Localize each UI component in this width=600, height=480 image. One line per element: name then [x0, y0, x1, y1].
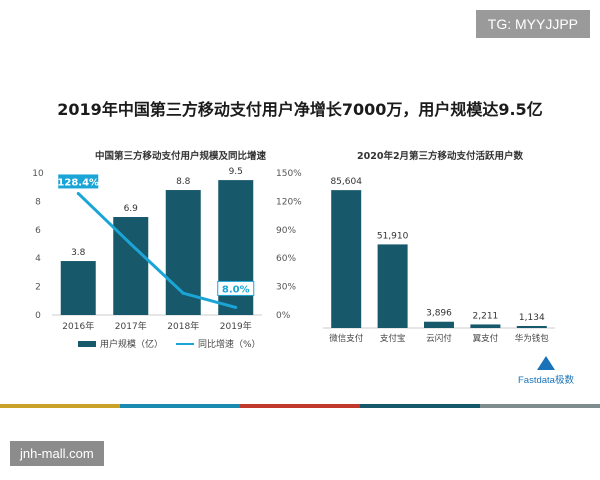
- left-x-tick-label: 2018年: [167, 320, 199, 332]
- legend-line-swatch: [176, 342, 194, 345]
- right-bar-value-label: 2,211: [473, 311, 499, 321]
- right-x-tick-label: 云闪付: [426, 333, 452, 344]
- right-chart-title: 2020年2月第三方移动支付活跃用户数: [357, 151, 524, 162]
- left-y-tick-label: 0: [35, 311, 41, 321]
- left-y-tick-label: 2: [35, 283, 41, 293]
- callout-label: 8.0%: [222, 284, 250, 295]
- right-x-tick-label: 微信支付: [329, 333, 364, 344]
- legend-line: 同比增速（%）: [176, 337, 261, 350]
- right-bar: [516, 326, 547, 328]
- legend-line-label: 同比增速（%）: [198, 340, 261, 350]
- right-y-tick-label: 120%: [276, 197, 302, 207]
- strip-segment-3: [240, 404, 360, 408]
- growth-rate-point: [129, 242, 133, 246]
- callout-box: [58, 174, 99, 189]
- right-x-tick-label: 翼支付: [473, 333, 499, 344]
- right-x-tick-label: 华为钱包: [515, 333, 550, 344]
- left-bar-value-label: 8.8: [176, 177, 191, 187]
- growth-rate-point: [234, 305, 238, 309]
- strip-segment-2: [120, 404, 240, 408]
- callout-label: 128.4%: [57, 177, 99, 188]
- right-bar-value-label: 3,896: [426, 309, 452, 319]
- legend-bar: 用户规模（亿）: [78, 337, 163, 350]
- left-y-tick-label: 4: [35, 254, 41, 264]
- brand-logo: Fastdata极数: [518, 356, 574, 386]
- right-bar: [424, 321, 454, 328]
- watermark-badge-bottom: jnh-mall.com: [10, 441, 104, 466]
- right-bar-value-label: 1,134: [519, 313, 545, 323]
- left-bar: [60, 261, 96, 315]
- left-x-tick-label: 2019年: [220, 320, 252, 332]
- left-x-tick-label: 2017年: [115, 320, 147, 332]
- watermark-badge-top: TG: MYYJJPP: [475, 10, 590, 38]
- left-bar-value-label: 3.8: [71, 248, 86, 258]
- left-y-tick-label: 8: [35, 197, 41, 207]
- left-chart-title: 中国第三方移动支付用户规模及同比增速: [95, 151, 267, 162]
- right-y-tick-label: 0%: [276, 311, 291, 321]
- callout-box: [217, 280, 255, 296]
- right-y-tick-label: 30%: [276, 283, 296, 293]
- strip-segment-5: [480, 404, 600, 408]
- right-x-tick-label: 支付宝: [380, 333, 406, 344]
- left-y-tick-label: 10: [32, 169, 44, 179]
- right-bar-value-label: 51,910: [377, 231, 409, 241]
- growth-rate-point: [76, 191, 80, 195]
- left-y-tick-label: 6: [35, 226, 41, 236]
- fastdata-logo-icon: [536, 356, 555, 370]
- right-y-tick-label: 90%: [276, 226, 296, 236]
- page-title: 2019年中国第三方移动支付用户净增长7000万，用户规模达9.5亿: [57, 100, 543, 119]
- right-bar-value-label: 85,604: [330, 177, 362, 187]
- left-bar-value-label: 9.5: [229, 167, 243, 177]
- legend-bar-label: 用户规模（亿）: [100, 340, 164, 350]
- right-bar: [331, 190, 362, 328]
- left-x-tick-label: 2016年: [62, 320, 94, 332]
- growth-rate-line: [77, 192, 237, 309]
- strip-segment-4: [360, 404, 480, 408]
- right-y-tick-label: 150%: [276, 169, 302, 179]
- growth-rate-point: [181, 291, 185, 295]
- bottom-color-strip: [0, 404, 600, 408]
- strip-segment-1: [0, 404, 120, 408]
- right-bar: [470, 324, 501, 328]
- right-bar: [377, 244, 408, 328]
- legend-bar-swatch: [78, 340, 96, 347]
- left-bar-value-label: 6.9: [124, 204, 139, 214]
- right-y-tick-label: 60%: [276, 254, 296, 264]
- brand-name: Fastdata极数: [518, 375, 574, 386]
